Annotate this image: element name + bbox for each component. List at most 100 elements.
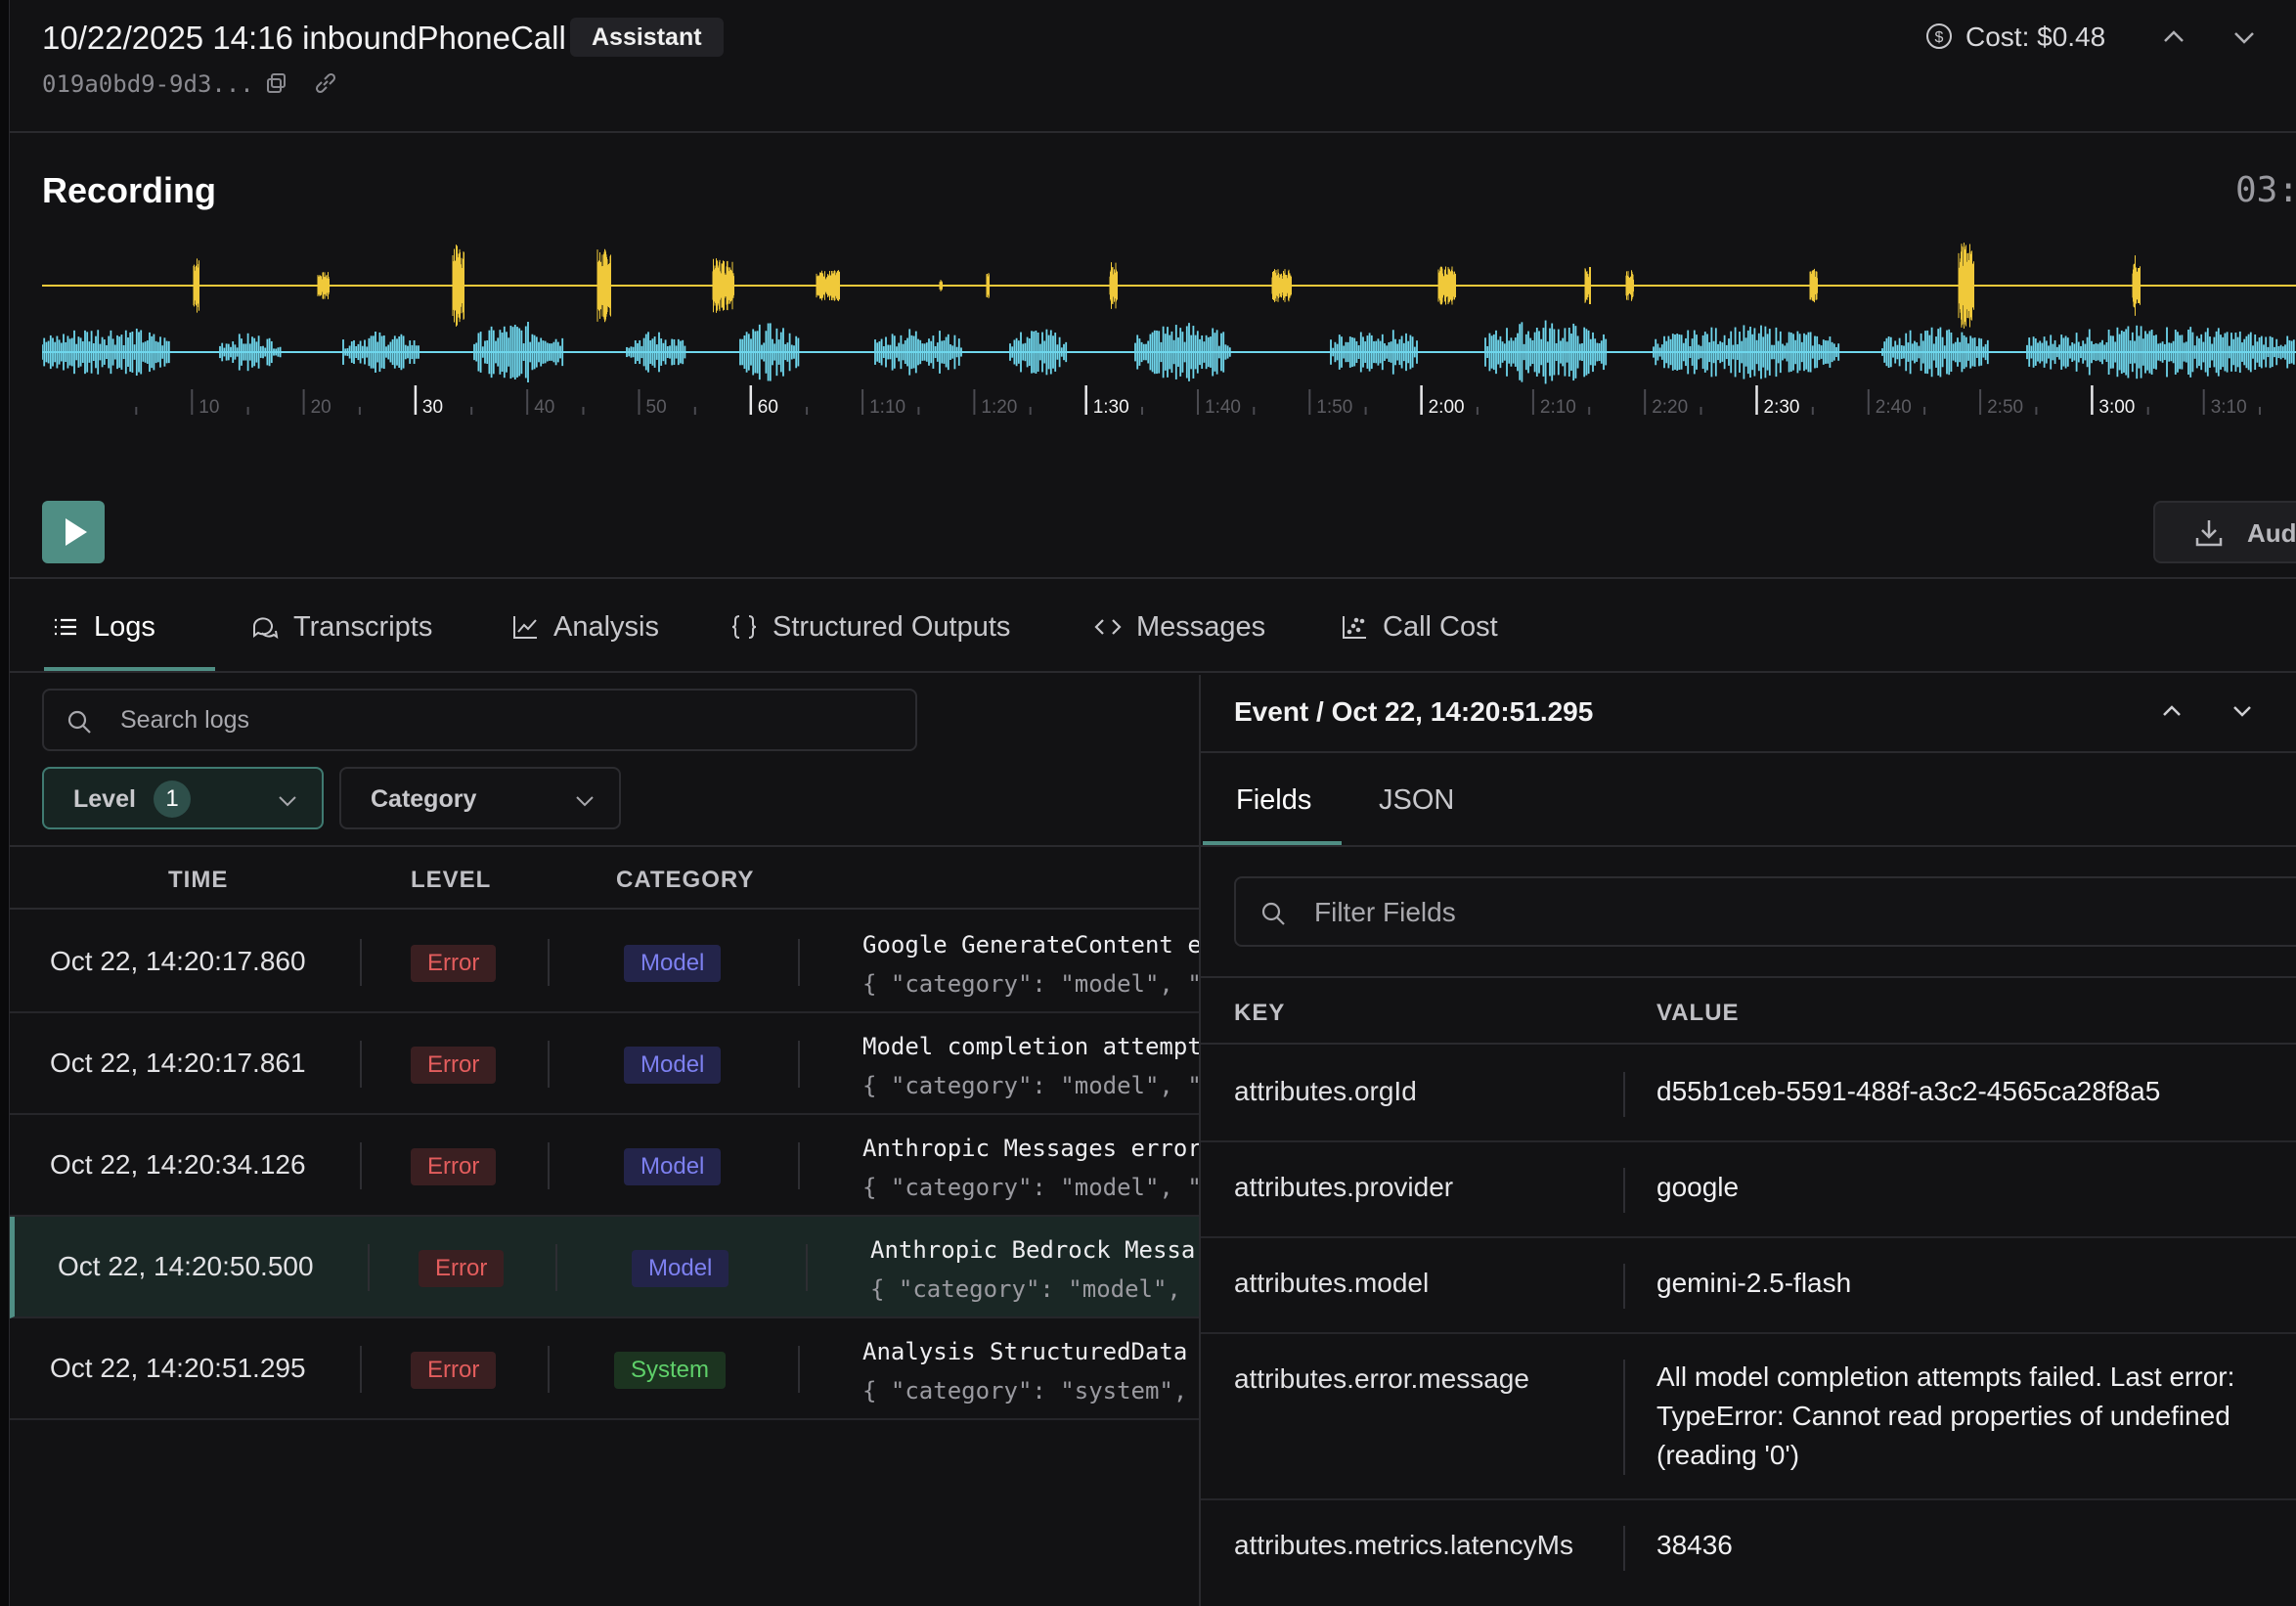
field-row: attributes.provider google: [1201, 1142, 2296, 1238]
filter-fields-box[interactable]: [1234, 876, 2296, 947]
filter-fields-input[interactable]: [1314, 892, 2194, 933]
column-divider: [548, 939, 550, 986]
log-message-title: Google GenerateContent e: [862, 931, 1199, 959]
log-message-title: Analysis StructuredData: [862, 1338, 1188, 1365]
active-tab-indicator: [44, 667, 215, 671]
column-divider: [1623, 1072, 1625, 1117]
field-value: 38436: [1656, 1530, 1733, 1560]
column-divider: [806, 1244, 808, 1291]
log-row-selected[interactable]: Oct 22, 14:20:50.500 Error Model Anthrop…: [10, 1217, 1199, 1318]
field-row: attributes.model gemini-2.5-flash: [1201, 1238, 2296, 1334]
level-badge: Error: [411, 1148, 497, 1185]
play-button[interactable]: [42, 501, 105, 563]
tab-logs-label: Logs: [94, 610, 155, 643]
link-icon[interactable]: [313, 72, 338, 94]
level-filter-count-badge: 1: [154, 781, 191, 818]
dollar-circle-icon: $: [1926, 23, 1952, 49]
chevron-down-icon[interactable]: [2230, 23, 2259, 51]
copy-icon[interactable]: [266, 72, 287, 94]
field-key: attributes.orgId: [1234, 1076, 1417, 1106]
tab-logs[interactable]: Logs: [51, 581, 155, 673]
log-row[interactable]: Oct 22, 14:20:51.295 Error System Analys…: [10, 1318, 1199, 1420]
category-badge: Model: [624, 945, 722, 982]
logs-pane: Level 1 Category TIME LEVEL CATEGORY Oct…: [10, 675, 1199, 1606]
level-filter-label: Level: [73, 785, 136, 813]
field-key: attributes.error.message: [1234, 1363, 1529, 1394]
log-time: Oct 22, 14:20:50.500: [58, 1251, 314, 1281]
timeline-label: 3:00: [2098, 397, 2135, 418]
assistant-badge[interactable]: Assistant: [570, 18, 724, 57]
fields-table-header: KEY VALUE: [1201, 976, 2296, 1045]
timeline-label: 1:30: [1093, 397, 1129, 418]
column-header-value: VALUE: [1656, 1000, 1740, 1026]
search-logs-input[interactable]: [120, 700, 883, 739]
column-divider: [368, 1244, 370, 1291]
recording-title: Recording: [42, 170, 217, 210]
column-divider: [360, 1142, 362, 1189]
column-divider: [360, 939, 362, 986]
call-cost: Cost: $0.48: [1965, 22, 2106, 52]
level-badge: Error: [411, 1047, 497, 1084]
log-row[interactable]: Oct 22, 14:20:17.860 Error Model Google …: [10, 912, 1199, 1013]
event-detail-header: Event / Oct 22, 14:20:51.295: [1201, 675, 2296, 753]
log-message-title: Model completion attempt: [862, 1033, 1199, 1060]
chart-line-icon: [513, 616, 537, 639]
category-badge: Model: [624, 1047, 722, 1084]
timeline-label: 2:20: [1652, 397, 1688, 418]
log-message-preview: { "category": "model", ": [862, 970, 1199, 998]
download-audio-button[interactable]: Audio: [2153, 501, 2296, 563]
search-logs-box[interactable]: [42, 689, 917, 751]
chevron-down-icon: [576, 796, 594, 807]
tab-fields[interactable]: Fields: [1236, 784, 1312, 816]
tab-call-cost[interactable]: Call Cost: [1340, 581, 1498, 673]
timeline-label: 20: [311, 397, 331, 418]
level-badge: Error: [411, 1352, 497, 1389]
column-header-time[interactable]: TIME: [168, 867, 229, 893]
log-row[interactable]: Oct 22, 14:20:34.126 Error Model Anthrop…: [10, 1115, 1199, 1217]
list-icon: [55, 618, 76, 636]
timeline-label: 2:40: [1876, 397, 1912, 418]
tab-transcripts[interactable]: Transcripts: [250, 581, 432, 673]
column-divider: [548, 1041, 550, 1088]
tab-analysis[interactable]: Analysis: [510, 581, 659, 673]
log-row[interactable]: Oct 22, 14:20:17.861 Error Model Model c…: [10, 1013, 1199, 1115]
tab-messages[interactable]: Messages: [1093, 581, 1265, 673]
download-icon: [2195, 520, 2223, 547]
log-message: Google GenerateContent e { "category": "…: [862, 925, 1199, 1004]
timeline-label: 30: [422, 397, 443, 418]
logs-table-header: TIME LEVEL CATEGORY: [10, 845, 1199, 910]
call-title: 10/22/2025 14:16 inboundPhoneCall: [42, 20, 566, 56]
tab-structured-outputs[interactable]: Structured Outputs: [729, 581, 1010, 673]
log-message-title: Anthropic Messages error: [862, 1135, 1199, 1162]
category-filter-dropdown[interactable]: Category: [339, 767, 621, 829]
category-badge: Model: [624, 1148, 722, 1185]
log-message: Model completion attempt { "category": "…: [862, 1027, 1199, 1105]
tab-structured-outputs-label: Structured Outputs: [773, 610, 1011, 643]
level-filter-dropdown[interactable]: Level 1: [42, 767, 324, 829]
timeline-label: 1:50: [1316, 397, 1352, 418]
field-value: google: [1656, 1172, 1740, 1202]
log-message-preview: { "category": "model", ": [862, 1174, 1199, 1201]
tab-json[interactable]: JSON: [1379, 784, 1455, 816]
field-row: attributes.orgId d55b1ceb-5591-488f-a3c2…: [1201, 1047, 2296, 1142]
field-value: gemini-2.5-flash: [1656, 1268, 1852, 1298]
chevron-up-icon[interactable]: [2159, 23, 2188, 51]
column-header-category[interactable]: CATEGORY: [616, 867, 755, 893]
field-value: All model completion attempts failed. La…: [1656, 1361, 2235, 1470]
audio-waveform[interactable]: 10 20 30 40 50 60 1:10 1:20 1:30 1:40 1:50 2:00 2:10…: [42, 233, 2296, 516]
search-icon: [67, 710, 91, 734]
timeline-label: 40: [534, 397, 554, 418]
column-divider: [1623, 1168, 1625, 1213]
timeline-label: 60: [758, 397, 778, 418]
level-badge: Error: [411, 945, 497, 982]
column-divider: [1623, 1264, 1625, 1309]
timeline-label: 10: [199, 397, 219, 418]
column-header-level[interactable]: LEVEL: [411, 867, 492, 893]
log-message-preview: { "category": "system",: [862, 1377, 1188, 1405]
timeline-label: 2:50: [1987, 397, 2023, 418]
field-row: attributes.error.message All model compl…: [1201, 1334, 2296, 1500]
active-tab-indicator: [1203, 841, 1342, 845]
event-detail-pane: Event / Oct 22, 14:20:51.295 Fields JSON…: [1199, 675, 2296, 1606]
chevron-down-icon[interactable]: [2228, 696, 2257, 726]
chevron-up-icon[interactable]: [2157, 696, 2186, 726]
